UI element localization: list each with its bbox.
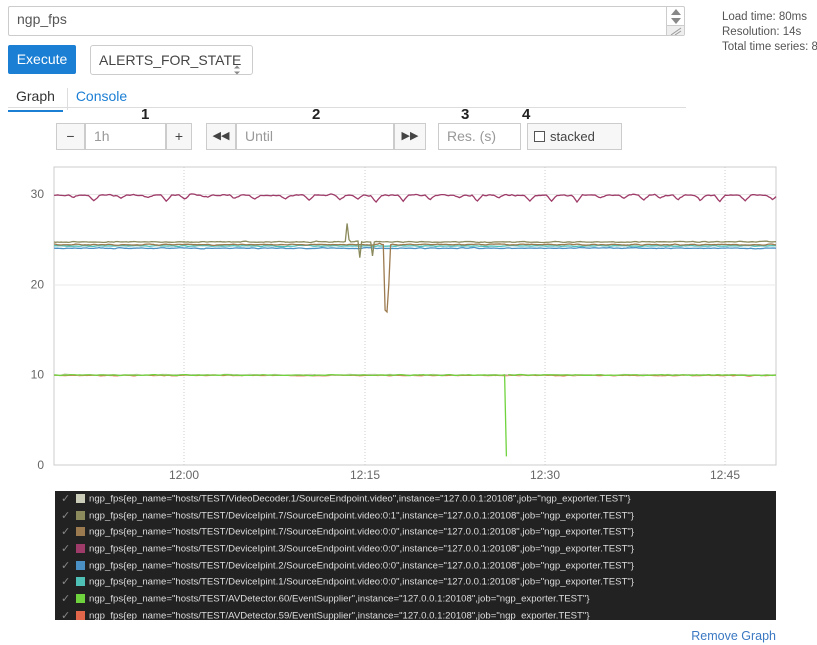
svg-text:12:45: 12:45 <box>710 468 740 482</box>
svg-text:12:30: 12:30 <box>530 468 560 482</box>
svg-text:10: 10 <box>31 368 45 382</box>
svg-text:12:15: 12:15 <box>350 468 380 482</box>
svg-text:30: 30 <box>31 187 45 201</box>
svg-text:12:00: 12:00 <box>169 468 199 482</box>
svg-text:0: 0 <box>37 458 44 472</box>
svg-text:20: 20 <box>31 278 45 292</box>
